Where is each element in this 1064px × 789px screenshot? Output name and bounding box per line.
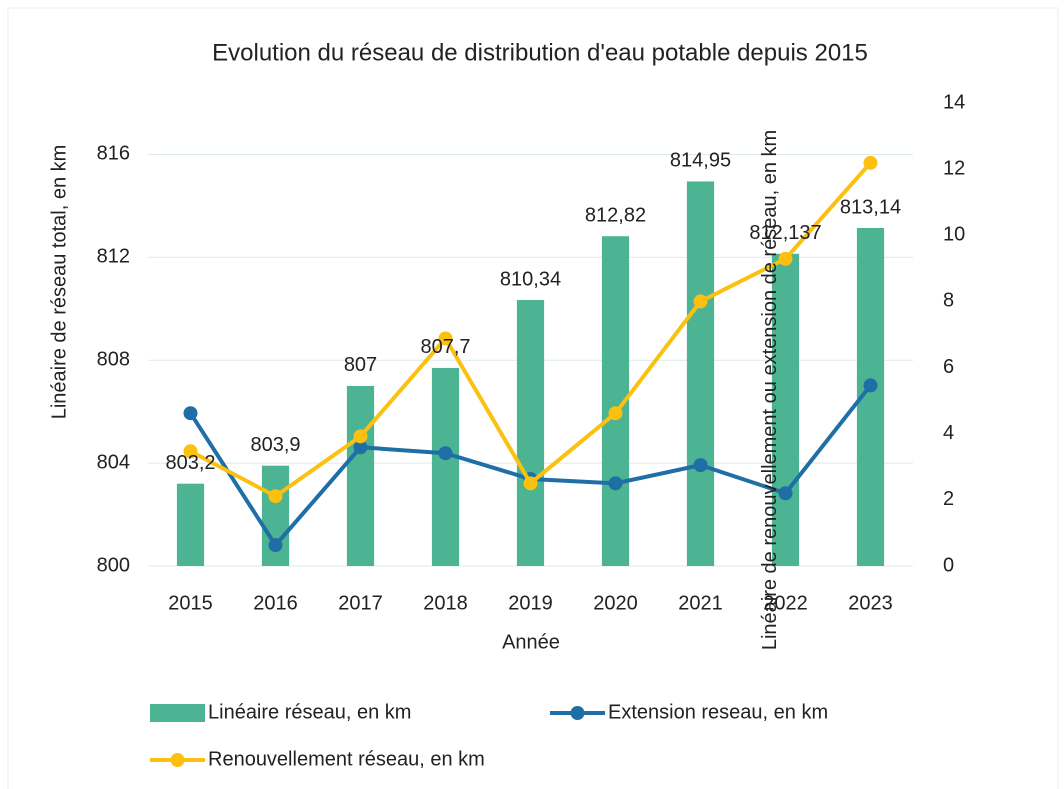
data-label: 813,14: [840, 196, 901, 218]
line-marker: [268, 489, 283, 504]
line-marker: [438, 331, 453, 346]
y-tick-label: 816: [97, 143, 130, 165]
legend-marker: [570, 706, 585, 720]
y-tick-label: 808: [97, 349, 130, 371]
legend-label: Renouvellement réseau, en km: [208, 748, 485, 770]
y-tick-label: 800: [97, 554, 130, 576]
data-label: 803,2: [165, 452, 215, 474]
legend-label: Linéaire réseau, en km: [208, 701, 411, 723]
chart-title: Evolution du réseau de distribution d'ea…: [212, 39, 868, 66]
y-tick-label: 812: [97, 246, 130, 268]
x-tick-label: 2023: [848, 592, 893, 614]
y2-tick-label: 4: [943, 422, 954, 444]
data-label: 812,137: [749, 222, 821, 244]
line-marker: [183, 406, 198, 421]
line-marker: [268, 538, 283, 553]
bar: [516, 300, 545, 566]
y-axis-title: Linéaire de réseau total, en km: [48, 145, 70, 420]
data-label: 803,9: [250, 434, 300, 456]
data-label: 807: [344, 354, 377, 376]
legend-swatch: [150, 704, 205, 722]
y-tick-label: 804: [97, 451, 130, 473]
x-tick-label: 2022: [763, 592, 808, 614]
legend-label: Extension reseau, en km: [608, 701, 828, 723]
line-marker: [608, 406, 623, 421]
y2-tick-label: 6: [943, 356, 954, 378]
y2-tick-label: 12: [943, 157, 965, 179]
line-marker: [693, 294, 708, 309]
y2-tick-label: 0: [943, 554, 954, 576]
x-tick-label: 2019: [508, 592, 553, 614]
line-marker: [608, 476, 623, 491]
bar: [176, 483, 205, 566]
y2-axis-title: Linéaire de renouvellement ou extension …: [759, 129, 781, 651]
line-marker: [778, 486, 793, 501]
x-tick-label: 2018: [423, 592, 468, 614]
line-marker: [353, 429, 368, 444]
line-marker: [438, 446, 453, 461]
line-marker: [693, 458, 708, 473]
x-tick-label: 2015: [168, 592, 213, 614]
y2-tick-label: 8: [943, 290, 954, 312]
line-marker: [778, 251, 793, 266]
bar: [686, 181, 715, 567]
chart-frame: [7, 7, 1059, 789]
bar: [346, 385, 375, 566]
x-tick-label: 2017: [338, 592, 383, 614]
bar: [771, 253, 800, 566]
line-marker: [863, 378, 878, 393]
data-label: 814,95: [670, 150, 731, 172]
data-label: 812,82: [585, 205, 646, 227]
line-marker: [523, 476, 538, 491]
line-marker: [863, 155, 878, 170]
x-axis-title: Année: [502, 631, 560, 653]
y2-tick-label: 2: [943, 488, 954, 510]
x-tick-label: 2020: [593, 592, 638, 614]
y2-tick-label: 14: [943, 91, 965, 113]
data-label: 807,7: [420, 336, 470, 358]
legend-marker: [170, 753, 185, 767]
data-label: 810,34: [500, 268, 561, 290]
x-tick-label: 2021: [678, 592, 723, 614]
x-tick-label: 2016: [253, 592, 298, 614]
line-marker: [183, 444, 198, 459]
line-marker: [353, 440, 368, 455]
bar: [431, 367, 460, 566]
y2-tick-label: 10: [943, 224, 965, 246]
